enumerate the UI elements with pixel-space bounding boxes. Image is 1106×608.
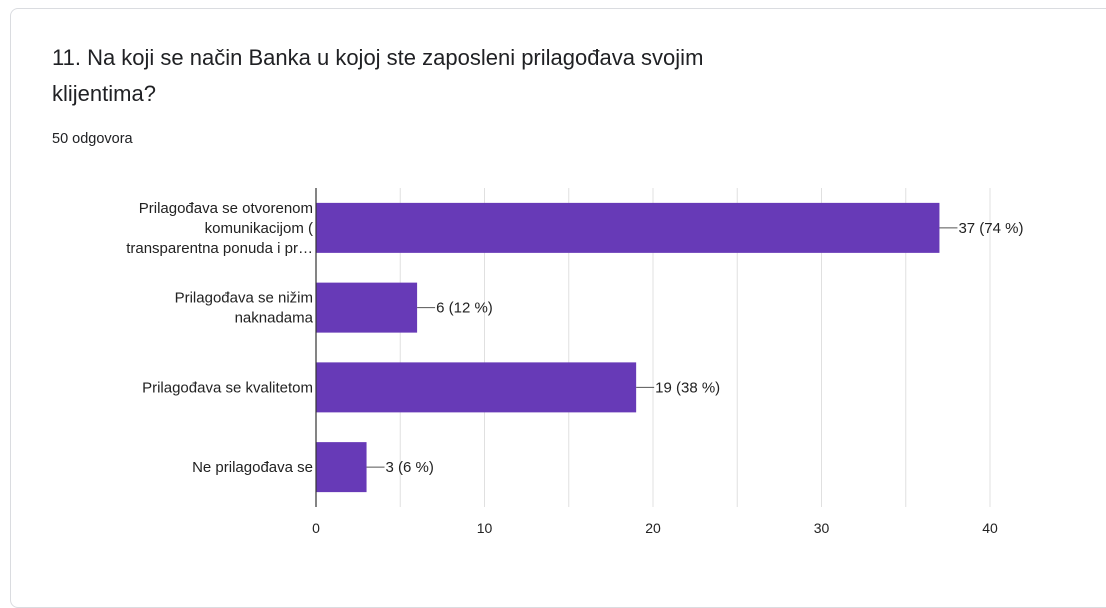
x-tick-label: 40: [982, 520, 998, 536]
question-title-line-1: 11. Na koji se način Banka u kojoj ste z…: [52, 45, 704, 70]
bar-chart: 0 10 20 30 40 37 (74 %) Prilagođava se otvoren…: [126, 188, 1023, 536]
x-tick-label: 0: [312, 520, 320, 536]
response-count: 50 odgovora: [52, 131, 133, 147]
category-label: naknadama: [235, 310, 314, 327]
bar: [316, 442, 367, 493]
data-label: 19 (38 %): [655, 379, 720, 396]
category-label: Prilagođava se nižim: [175, 290, 313, 307]
x-tick-label: 30: [814, 520, 830, 536]
category-label: transparentna ponuda i pr…: [126, 240, 313, 257]
category-label: Prilagođava se kvalitetom: [142, 379, 313, 396]
category-label: komunikacijom (: [205, 220, 313, 237]
question-title: 11. Na koji se način Banka u kojoj ste z…: [52, 40, 952, 112]
question-title-line-2: klijentima?: [52, 81, 156, 106]
bar: [316, 282, 418, 333]
category-label: Ne prilagođava se: [192, 459, 313, 476]
data-label: 3 (6 %): [386, 459, 434, 476]
data-label: 6 (12 %): [436, 300, 493, 317]
x-tick-label: 10: [477, 520, 493, 536]
data-label: 37 (74 %): [958, 220, 1023, 237]
x-tick-label: 20: [645, 520, 661, 536]
bar: [316, 362, 637, 413]
bar: [316, 202, 940, 253]
question-card: [10, 8, 1106, 608]
category-label: Prilagođava se otvorenom: [139, 200, 313, 217]
